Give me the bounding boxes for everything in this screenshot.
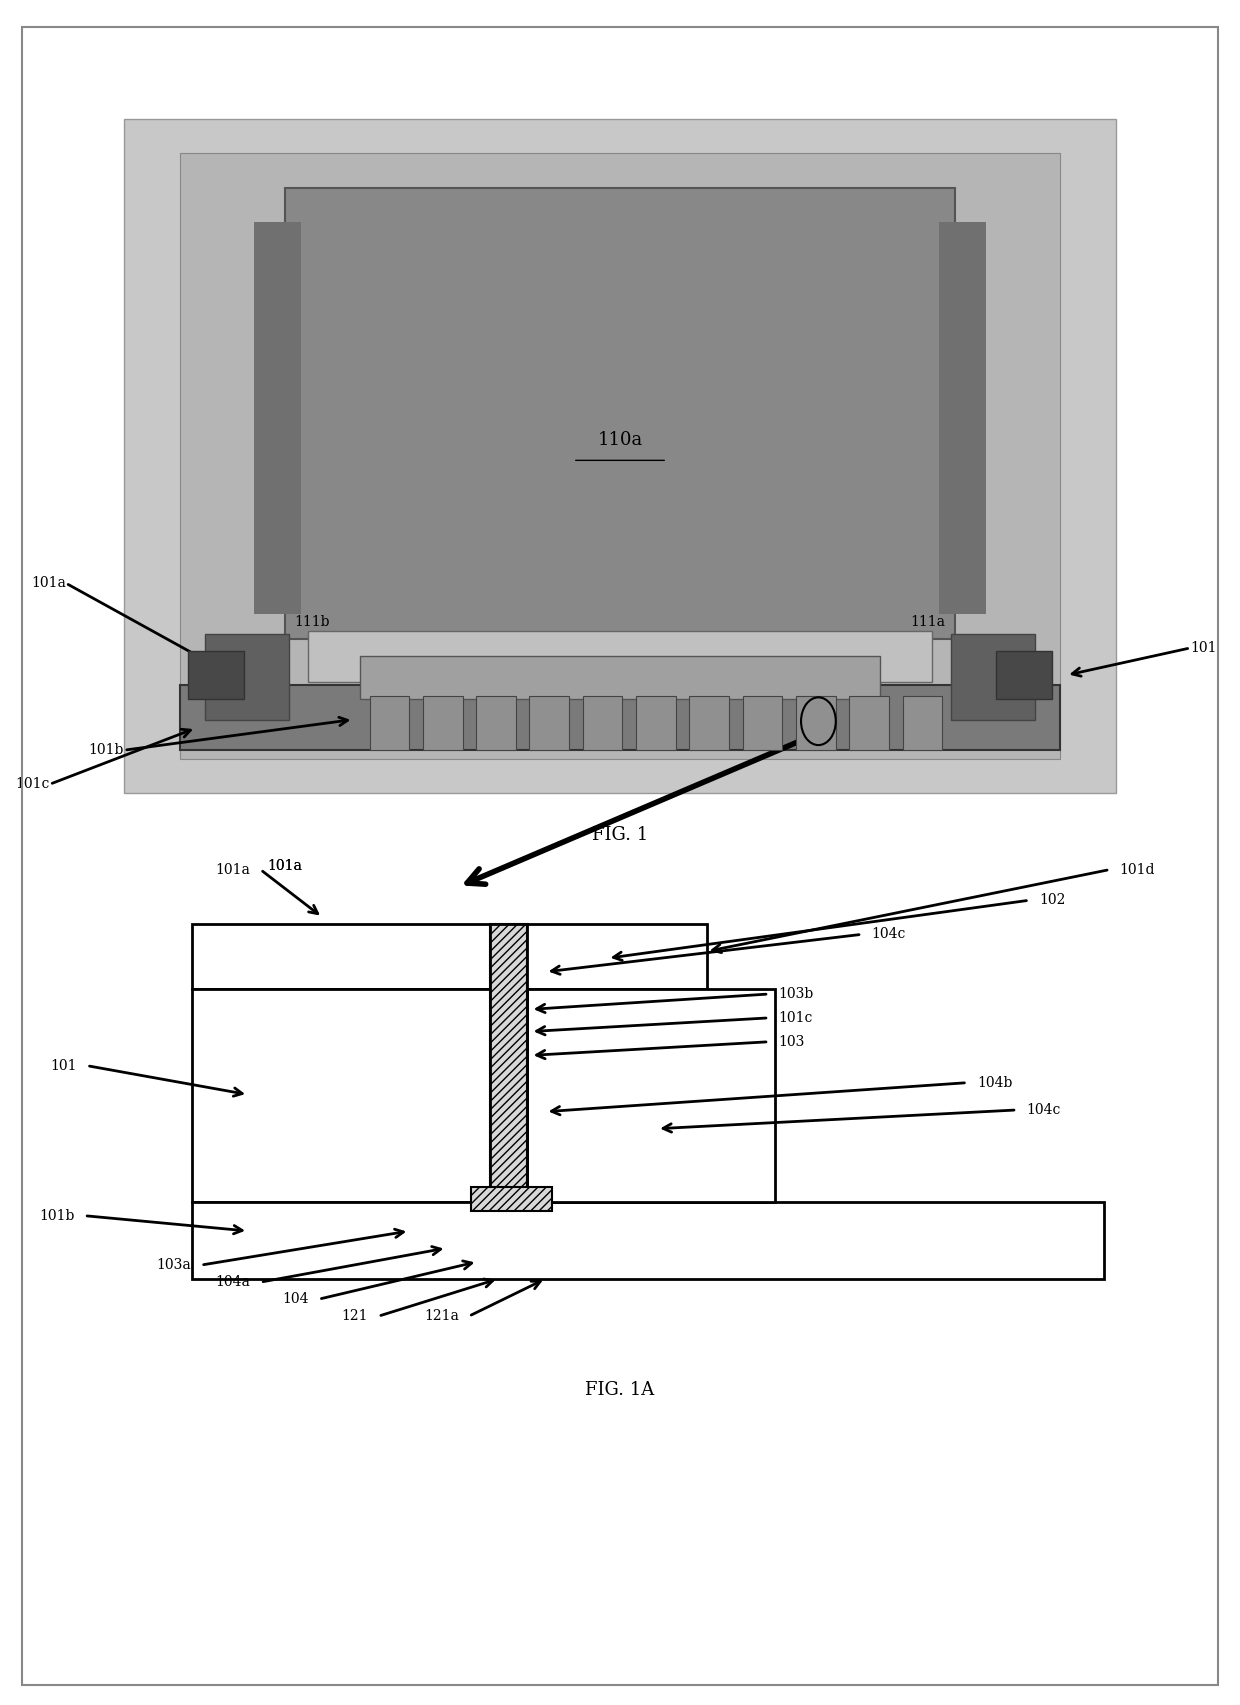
Text: 110a: 110a xyxy=(598,431,642,448)
FancyBboxPatch shape xyxy=(796,696,836,750)
FancyBboxPatch shape xyxy=(180,685,1060,750)
FancyBboxPatch shape xyxy=(370,696,409,750)
Text: 121: 121 xyxy=(342,1309,368,1323)
Text: 104c: 104c xyxy=(1027,1103,1061,1117)
FancyBboxPatch shape xyxy=(636,696,676,750)
Text: 101b: 101b xyxy=(88,743,124,757)
Text: FIG. 1: FIG. 1 xyxy=(591,827,649,844)
FancyBboxPatch shape xyxy=(527,989,775,1202)
Text: FIG. 1A: FIG. 1A xyxy=(585,1381,655,1398)
Text: 104a: 104a xyxy=(216,1275,250,1289)
FancyBboxPatch shape xyxy=(583,696,622,750)
FancyBboxPatch shape xyxy=(951,634,1035,720)
FancyBboxPatch shape xyxy=(849,696,889,750)
FancyBboxPatch shape xyxy=(476,696,516,750)
Text: 104c: 104c xyxy=(872,928,906,941)
Text: 101d: 101d xyxy=(1120,863,1156,876)
FancyBboxPatch shape xyxy=(743,696,782,750)
Text: 101a: 101a xyxy=(268,859,303,873)
FancyBboxPatch shape xyxy=(254,222,301,614)
FancyBboxPatch shape xyxy=(180,153,1060,759)
Text: 101a: 101a xyxy=(268,859,303,873)
Text: 101: 101 xyxy=(51,1059,77,1072)
FancyBboxPatch shape xyxy=(308,631,932,682)
FancyBboxPatch shape xyxy=(689,696,729,750)
FancyBboxPatch shape xyxy=(423,696,463,750)
FancyBboxPatch shape xyxy=(192,1202,1104,1279)
FancyBboxPatch shape xyxy=(996,651,1052,699)
FancyBboxPatch shape xyxy=(903,696,942,750)
FancyBboxPatch shape xyxy=(188,651,244,699)
FancyBboxPatch shape xyxy=(529,696,569,750)
Text: 103b: 103b xyxy=(779,987,813,1001)
Text: 102: 102 xyxy=(1039,893,1065,907)
Text: 101a: 101a xyxy=(31,576,66,590)
FancyBboxPatch shape xyxy=(471,1187,552,1211)
Text: 104: 104 xyxy=(283,1292,309,1306)
Text: 103a: 103a xyxy=(156,1258,191,1272)
FancyBboxPatch shape xyxy=(285,188,955,639)
FancyBboxPatch shape xyxy=(939,222,986,614)
FancyBboxPatch shape xyxy=(124,119,1116,793)
FancyBboxPatch shape xyxy=(192,924,707,989)
Text: 101: 101 xyxy=(1190,641,1216,655)
Text: 110b: 110b xyxy=(600,653,640,667)
Text: 111a: 111a xyxy=(910,616,945,629)
FancyBboxPatch shape xyxy=(490,924,527,1202)
FancyBboxPatch shape xyxy=(205,634,289,720)
Text: 111b: 111b xyxy=(295,616,330,629)
Text: 103: 103 xyxy=(779,1035,805,1049)
Text: 101c: 101c xyxy=(15,777,50,791)
Text: 101c: 101c xyxy=(779,1011,813,1025)
FancyBboxPatch shape xyxy=(360,656,880,699)
FancyBboxPatch shape xyxy=(192,989,490,1202)
Text: 104b: 104b xyxy=(977,1076,1013,1089)
Text: 101a: 101a xyxy=(216,863,250,876)
Text: 121a: 121a xyxy=(424,1309,459,1323)
Text: 101b: 101b xyxy=(38,1209,74,1222)
